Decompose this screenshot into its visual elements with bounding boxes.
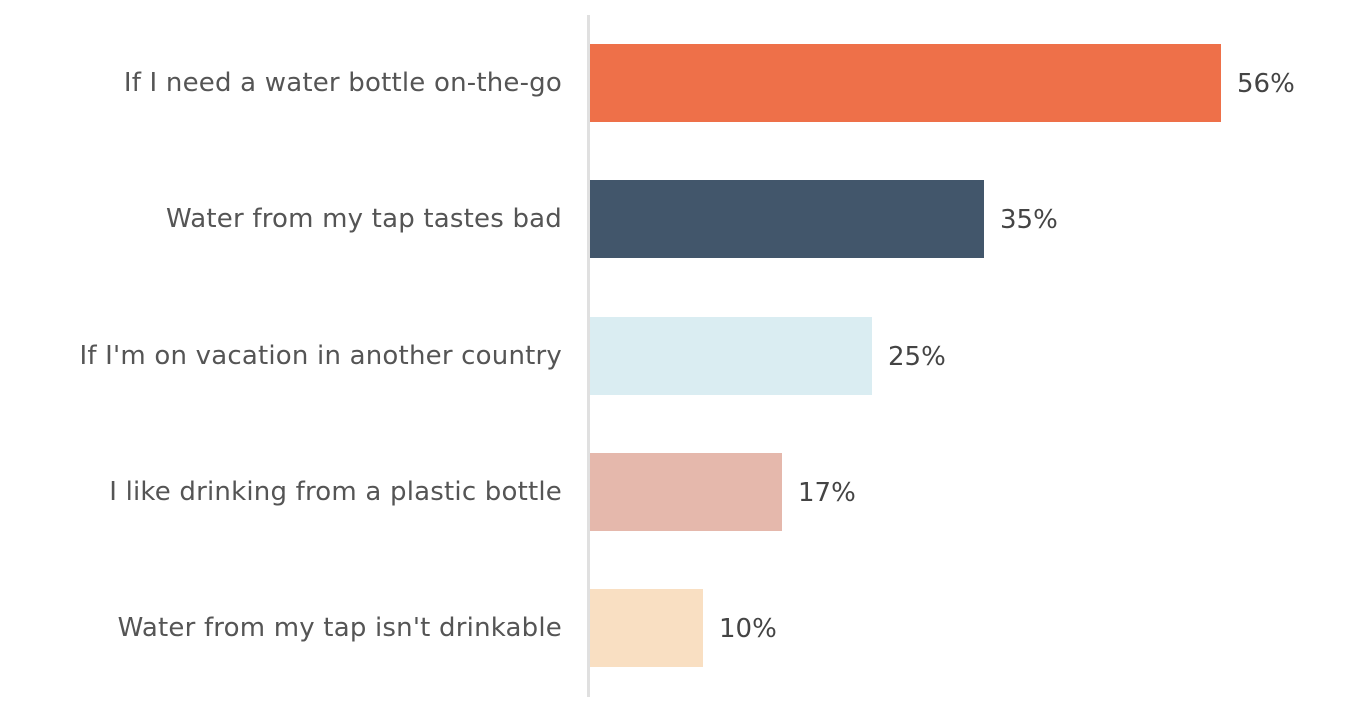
value-label: 10% [719, 614, 777, 644]
bar-row: I like drinking from a plastic bottle 17% [0, 453, 1372, 531]
bar [590, 317, 872, 395]
category-label: Water from my tap isn't drinkable [117, 613, 562, 643]
value-label: 35% [1000, 205, 1058, 235]
value-label: 25% [888, 342, 946, 372]
bar-row: Water from my tap isn't drinkable 10% [0, 589, 1372, 667]
bar-row: Water from my tap tastes bad 35% [0, 180, 1372, 258]
category-label: Water from my tap tastes bad [166, 204, 562, 234]
bar [590, 44, 1221, 122]
value-label: 56% [1237, 69, 1295, 99]
category-label: If I need a water bottle on-the-go [123, 68, 562, 98]
bar-row: If I need a water bottle on-the-go 56% [0, 44, 1372, 122]
bar [590, 180, 984, 258]
bar [590, 453, 782, 531]
category-label: If I'm on vacation in another country [79, 341, 562, 371]
value-label: 17% [798, 478, 856, 508]
category-label: I like drinking from a plastic bottle [109, 477, 562, 507]
bar [590, 589, 703, 667]
bar-row: If I'm on vacation in another country 25% [0, 317, 1372, 395]
y-axis-line [587, 15, 590, 697]
